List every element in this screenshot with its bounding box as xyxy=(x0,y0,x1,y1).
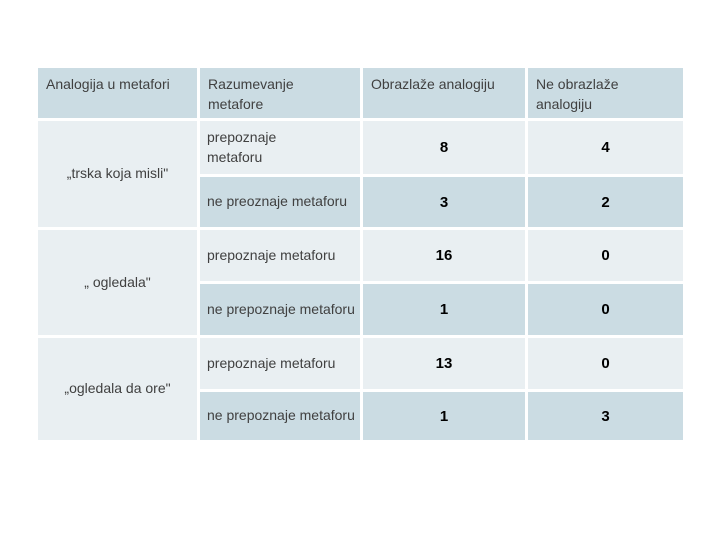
not-explains-count-cell: 0 xyxy=(528,230,683,281)
not-explains-count-cell: 3 xyxy=(528,392,683,440)
header-analogy: Analogija u metafori xyxy=(38,68,197,118)
explains-count-cell: 8 xyxy=(363,121,525,174)
not-explains-count-cell: 4 xyxy=(528,121,683,174)
header-explains: Obrazlaže analogiju xyxy=(363,68,525,118)
understanding-cell: ne prepoznaje metaforu xyxy=(200,392,360,440)
group-label-trska: „trska koja misli" xyxy=(38,121,197,227)
understanding-cell: prepoznaje metaforu xyxy=(200,121,360,174)
explains-count-cell: 3 xyxy=(363,177,525,227)
understanding-cell: prepoznaje metaforu xyxy=(200,230,360,281)
header-not-explains: Ne obrazlaže analogiju xyxy=(528,68,683,118)
not-explains-count-cell: 0 xyxy=(528,284,683,335)
group-label-ogledala-da-ore: „ogledala da ore" xyxy=(38,338,197,440)
contingency-table: Analogija u metafori Razumevanje metafor… xyxy=(38,68,683,440)
explains-count-cell: 1 xyxy=(363,284,525,335)
understanding-cell: prepoznaje metaforu xyxy=(200,338,360,389)
header-understanding: Razumevanje metafore xyxy=(200,68,360,118)
explains-count-cell: 13 xyxy=(363,338,525,389)
not-explains-count-cell: 0 xyxy=(528,338,683,389)
understanding-cell: ne preoznaje metaforu xyxy=(200,177,360,227)
understanding-cell: ne prepoznaje metaforu xyxy=(200,284,360,335)
explains-count-cell: 16 xyxy=(363,230,525,281)
group-label-ogledala: „ ogledala" xyxy=(38,230,197,335)
explains-count-cell: 1 xyxy=(363,392,525,440)
not-explains-count-cell: 2 xyxy=(528,177,683,227)
